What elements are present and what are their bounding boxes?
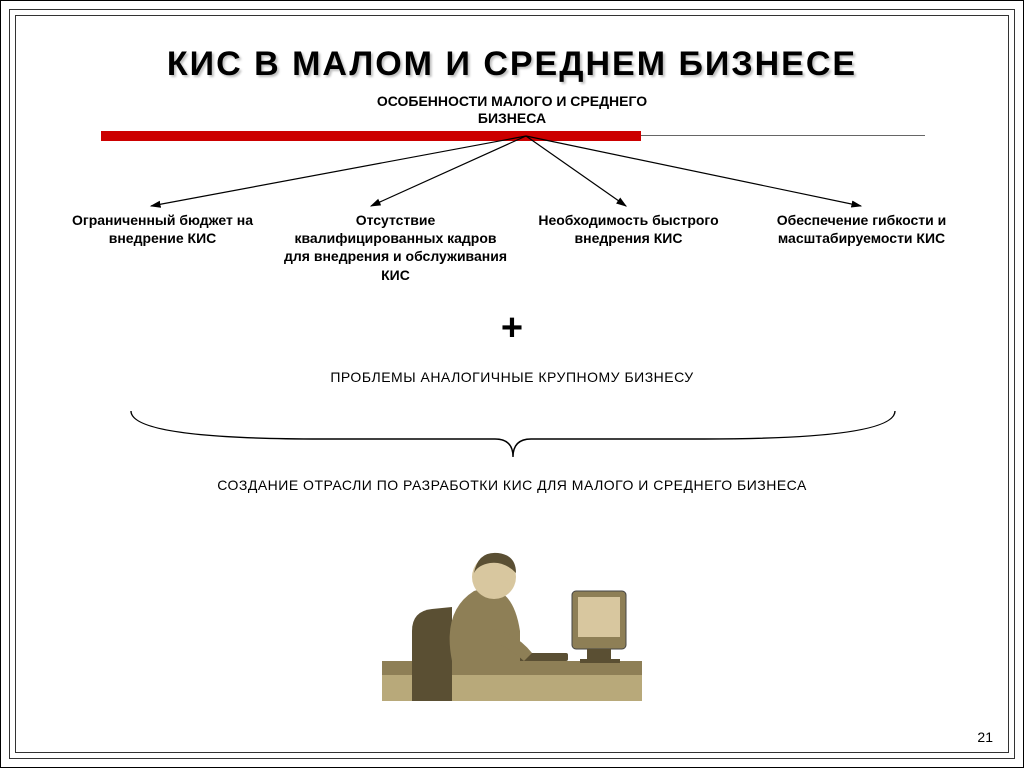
branch-item: Обеспечение гибкости и масштабируемости … bbox=[750, 211, 973, 284]
branch-item: Ограниченный бюджет на внедрение КИС bbox=[51, 211, 274, 284]
accent-rule bbox=[101, 131, 641, 141]
page-number: 21 bbox=[977, 729, 993, 745]
subtitle-line-1: ОСОБЕННОСТИ МАЛОГО И СРЕДНЕГО bbox=[377, 93, 647, 109]
slide-subtitle: ОСОБЕННОСТИ МАЛОГО И СРЕДНЕГО БИЗНЕСА bbox=[1, 93, 1023, 127]
plus-symbol: + bbox=[1, 309, 1023, 347]
subtitle-line-2: БИЗНЕСА bbox=[478, 110, 546, 126]
branch-item: Необходимость быстрого внедрения КИС bbox=[517, 211, 740, 284]
slide-title: КИС В МАЛОМ И СРЕДНЕМ БИЗНЕСЕ bbox=[1, 45, 1023, 84]
problems-text: ПРОБЛЕМЫ АНАЛОГИЧНЫЕ КРУПНОМУ БИЗНЕСУ bbox=[1, 369, 1023, 385]
person-computer-illustration bbox=[382, 521, 642, 701]
branch-item: Отсутствие квалифицированных кадров для … bbox=[284, 211, 507, 284]
conclusion-text: СОЗДАНИЕ ОТРАСЛИ ПО РАЗРАБОТКИ КИС ДЛЯ М… bbox=[1, 477, 1023, 493]
branches-row: Ограниченный бюджет на внедрение КИС Отс… bbox=[51, 211, 973, 284]
